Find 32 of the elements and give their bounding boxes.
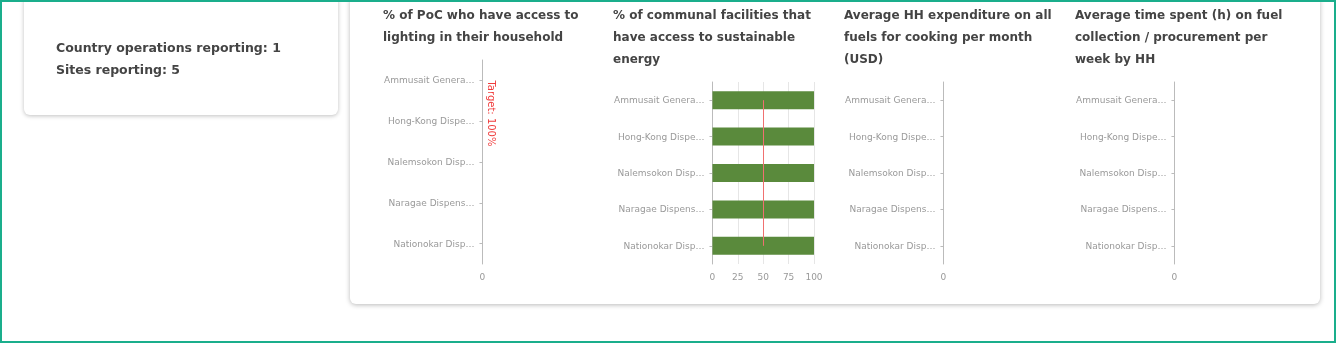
category-label: Nationokar Disp… — [393, 238, 475, 249]
category-label: Nationokar Disp… — [854, 240, 936, 251]
y-tick-label: Nationokar Disp… — [623, 240, 705, 251]
category-label: Naragae Dispens… — [388, 197, 475, 208]
text: Sites reporting: 5 — [56, 62, 181, 77]
text: % of PoC who have access to lighting in their household — [382, 7, 580, 46]
category-label: Naragae Dispens… — [849, 204, 936, 215]
category-label: Nalemsokon Disp… — [1079, 168, 1167, 178]
y-tick-label: Hong-Kong Dispe… — [617, 131, 705, 142]
category-label: Ammusait Genera… — [1075, 95, 1167, 106]
chart-title: % of communal facilities that have access to sustainable energy — [612, 7, 812, 68]
category-label: Hong-Kong Dispe… — [848, 131, 936, 142]
x-tick-label: 0 — [709, 271, 716, 282]
x-tick-label: 50 — [757, 271, 770, 282]
category-label: Nationokar Disp… — [1085, 240, 1167, 251]
category-label: Nalemsokon Disp… — [387, 157, 475, 167]
category-label: Hong-Kong Dispe… — [387, 116, 475, 127]
y-tick-label: Nalemsokon Disp… — [617, 168, 705, 178]
category-label: Hong-Kong Dispe… — [1079, 131, 1167, 142]
category-label: Nalemsokon Disp… — [848, 168, 936, 178]
y-tick-label: Ammusait Genera… — [613, 95, 705, 106]
text: Target: 100% — [485, 79, 497, 147]
category-label: Ammusait Genera… — [844, 95, 936, 106]
text: Country operations reporting: 1 — [56, 40, 281, 55]
x-tick-label: 100 — [805, 271, 823, 282]
y-tick-label: Naragae Dispens… — [618, 204, 705, 215]
text: Average time spent (h) on fuel collection / procurement per week by HH — [1074, 7, 1284, 68]
category-label: Naragae Dispens… — [1080, 204, 1167, 215]
category-label: Ammusait Genera… — [383, 75, 475, 86]
x-tick-label: 75 — [782, 271, 795, 282]
text: Average HH expenditure on all fuels for cooking per month (USD) — [843, 7, 1053, 68]
x-tick-label: 25 — [732, 271, 744, 282]
